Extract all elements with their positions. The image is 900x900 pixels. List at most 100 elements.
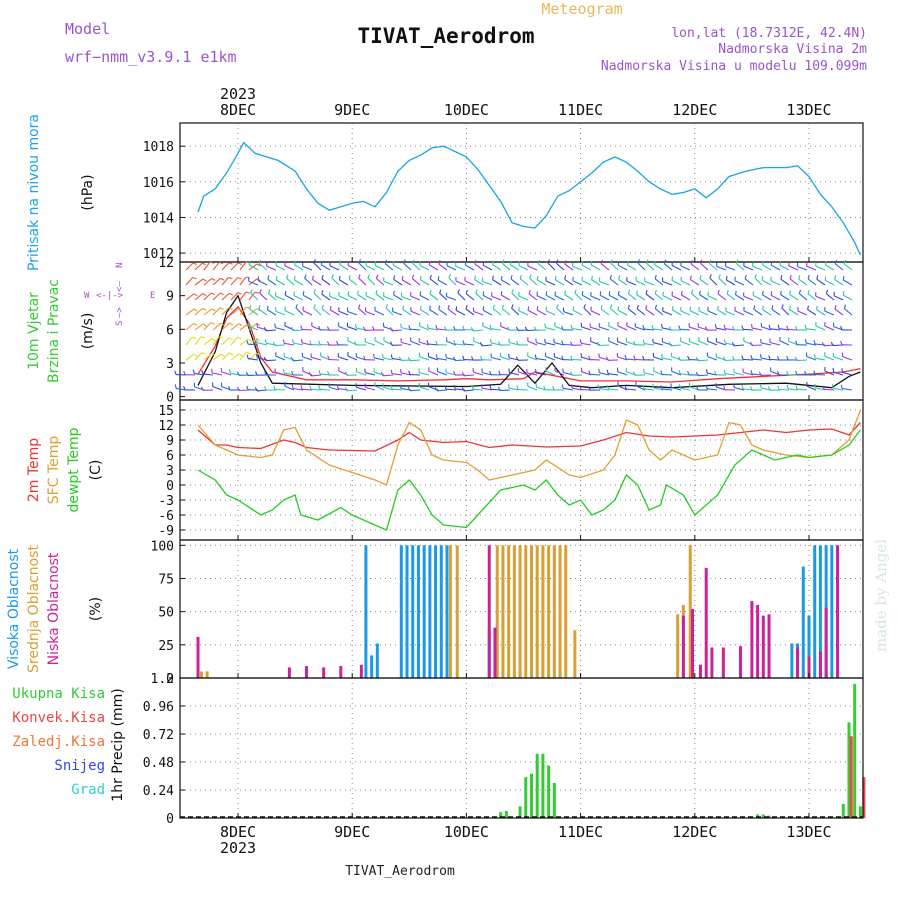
- bar-clouds: [512, 545, 516, 678]
- wind-barb-tick: [367, 274, 371, 279]
- bar-clouds: [836, 545, 840, 678]
- wind-barb: [275, 265, 286, 271]
- wind-barb: [591, 279, 601, 286]
- series-line-temperature-1: [197, 409, 862, 486]
- wind-barb: [419, 341, 430, 346]
- bottom-day-label: 12DEC: [672, 823, 717, 841]
- wind-barb-tick: [651, 325, 654, 330]
- wind-barb-tick: [570, 324, 573, 329]
- wind-barb-tick: [561, 384, 564, 389]
- wind-barb-tick: [716, 305, 719, 310]
- wind-barb-tick: [556, 304, 559, 309]
- wind-barb-tick: [804, 339, 807, 344]
- wind-barb-tick: [824, 276, 827, 281]
- bar-clouds: [405, 545, 409, 678]
- wind-barb-tick: [723, 339, 726, 344]
- y-tick-label: 0.24: [143, 784, 174, 799]
- bar-clouds: [564, 545, 568, 678]
- wind-barb: [331, 277, 340, 286]
- wind-barb: [437, 371, 448, 376]
- wind-barb: [834, 263, 844, 271]
- wind-barb-tick: [731, 341, 735, 347]
- wind-barb-tick: [399, 369, 402, 374]
- wind-barb-tick: [786, 384, 789, 389]
- wind-barb: [419, 371, 430, 376]
- wind-barb-tick: [465, 305, 468, 310]
- wind-barb: [221, 262, 230, 271]
- wind-barb-tick: [400, 338, 402, 343]
- wind-barb: [419, 386, 430, 391]
- wind-barb: [734, 310, 745, 316]
- wind-barb-tick: [282, 369, 285, 374]
- wind-barb-tick: [435, 354, 438, 359]
- wind-barb-tick: [822, 385, 825, 390]
- model-value: wrf−nmm_v3.9.1 e1km: [65, 48, 237, 66]
- wind-barb-tick: [776, 371, 780, 376]
- wind-barb-tick: [606, 369, 609, 374]
- wind-barb-tick: [544, 323, 546, 328]
- wind-barb: [545, 342, 556, 346]
- wind-barb-tick: [705, 369, 708, 374]
- wind-barb: [709, 263, 718, 271]
- wind-barb-tick: [348, 274, 351, 280]
- wind-barb-tick: [237, 292, 242, 295]
- wind-barb: [294, 264, 304, 271]
- wind-barb: [338, 295, 349, 301]
- wind-barb: [392, 264, 403, 271]
- wind-barb-tick: [723, 385, 726, 390]
- wind-barb: [670, 344, 682, 347]
- wind-barb: [482, 264, 493, 271]
- wind-barb: [599, 280, 610, 286]
- wind-barb: [446, 340, 457, 346]
- bar-clouds: [681, 615, 685, 678]
- chart-panels: 1012 1014 1016 1018 Pritisak na nivou mora (h…: [6, 114, 866, 827]
- wind-barb-tick: [537, 259, 541, 264]
- wind-barb-tick: [543, 385, 546, 390]
- unit-label-temperature: (C): [88, 460, 104, 481]
- wind-barb: [617, 341, 628, 346]
- wind-barb-tick: [385, 304, 389, 309]
- wind-barb-tick: [795, 385, 798, 390]
- wind-barb: [194, 307, 203, 316]
- bar-clouds: [370, 655, 374, 678]
- wind-barb-tick: [804, 371, 807, 376]
- wind-barb-tick: [428, 260, 431, 266]
- wind-barb-tick: [714, 324, 717, 329]
- wind-barb: [672, 309, 682, 316]
- wind-barb: [608, 373, 619, 376]
- wind-barb-tick: [777, 324, 780, 329]
- wind-barb: [833, 387, 844, 391]
- wind-barb: [680, 373, 691, 376]
- wind-barb-tick: [238, 353, 243, 357]
- wind-barb-tick: [645, 305, 648, 310]
- wind-barb: [329, 295, 340, 301]
- wind-barb: [742, 328, 754, 331]
- wind-barb-tick: [437, 276, 440, 281]
- wind-barb-tick: [768, 355, 771, 360]
- wind-barb: [691, 292, 700, 301]
- y-tick-label: 0: [166, 672, 174, 687]
- wind-barb-tick: [633, 355, 636, 360]
- wind-barb: [743, 295, 754, 301]
- wind-barb-tick: [489, 370, 492, 375]
- wind-barb: [554, 295, 565, 301]
- wind-barb: [419, 294, 430, 301]
- wind-barb-tick: [534, 354, 537, 359]
- wind-barb-tick: [384, 259, 388, 264]
- wind-barb-tick: [457, 289, 461, 294]
- axis-label-temperature: SFC Temp: [46, 436, 62, 505]
- wind-barb-tick: [248, 260, 251, 266]
- wind-barb: [824, 370, 835, 376]
- wind-barb: [367, 277, 376, 286]
- wind-barb-tick: [678, 325, 681, 330]
- wind-barb-tick: [300, 385, 303, 390]
- wind-barb: [725, 265, 736, 271]
- wind-barb-tick: [246, 385, 249, 390]
- wind-barb: [510, 264, 520, 271]
- bar-clouds: [422, 545, 426, 678]
- wind-barb-tick: [339, 260, 342, 265]
- wind-barb: [436, 389, 448, 392]
- wind-barb: [474, 263, 484, 271]
- wind-barb: [356, 386, 367, 391]
- wind-barb: [725, 310, 736, 316]
